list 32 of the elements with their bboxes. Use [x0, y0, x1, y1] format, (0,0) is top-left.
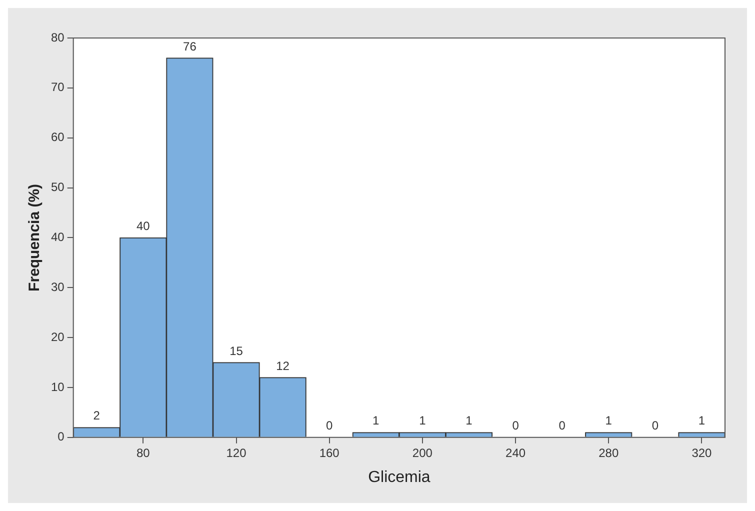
y-tick-label: 0 — [58, 430, 65, 444]
data-label: 0 — [512, 418, 520, 433]
y-tick-label: 20 — [50, 330, 65, 344]
data-label: 40 — [136, 219, 150, 234]
data-label: 1 — [698, 414, 706, 428]
y-tick-label: 40 — [50, 230, 65, 244]
data-label: 2 — [93, 408, 100, 423]
y-tick-label: 10 — [50, 380, 65, 394]
x-tick-label: 80 — [136, 446, 150, 460]
x-tick-label: 240 — [506, 446, 526, 460]
data-label: 0 — [652, 418, 659, 433]
data-label: 0 — [558, 418, 566, 433]
y-tick-label: 30 — [50, 280, 65, 294]
x-tick-label: 200 — [412, 446, 433, 460]
x-axis-title: Glicemia — [368, 468, 430, 486]
y-tick-label: 70 — [50, 80, 65, 94]
x-tick-label: 320 — [692, 446, 712, 460]
data-label: 0 — [326, 418, 334, 433]
x-tick-label: 160 — [319, 446, 340, 460]
y-axis-title: Frequencia (%) — [26, 184, 44, 292]
y-tick-label: 50 — [50, 180, 65, 194]
data-label: 1 — [605, 414, 612, 428]
data-label: 12 — [276, 358, 290, 373]
data-label: 1 — [466, 414, 473, 428]
x-tick-label: 120 — [226, 446, 247, 460]
data-label: 15 — [230, 344, 244, 358]
x-tick-label: 280 — [598, 446, 619, 460]
y-tick-label: 80 — [50, 30, 65, 44]
data-label: 1 — [372, 414, 380, 428]
data-label: 1 — [419, 414, 426, 428]
data-label: 76 — [183, 39, 197, 54]
y-tick-label: 60 — [50, 130, 65, 144]
